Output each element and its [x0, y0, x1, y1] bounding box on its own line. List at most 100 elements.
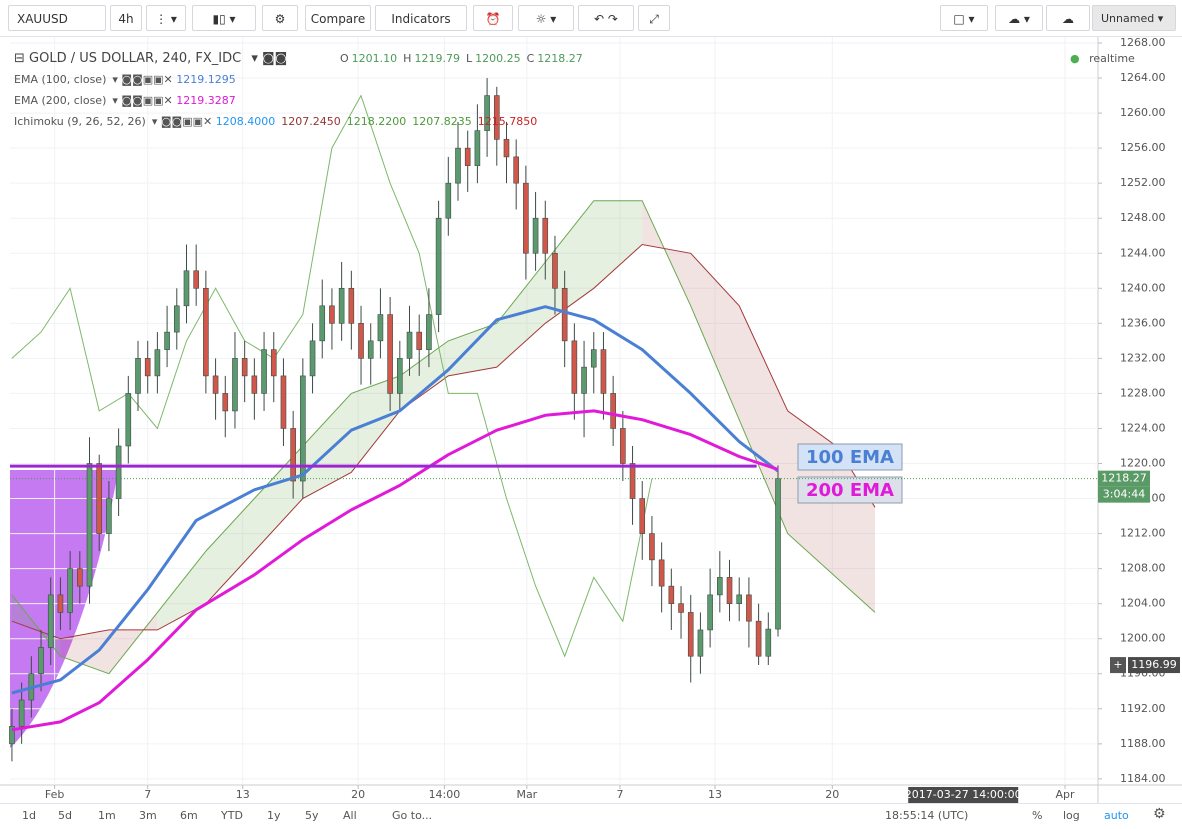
crosshair-plus [1110, 657, 1126, 674]
range-button[interactable]: 3m [139, 809, 157, 822]
crosshair-time-tag [908, 787, 1019, 803]
save[interactable]: ☁ [1046, 5, 1090, 31]
candle-body [464, 147, 471, 166]
candle-body [232, 358, 238, 412]
cloud [545, 200, 594, 324]
candle-body [241, 358, 248, 377]
candle-body [775, 478, 781, 630]
load[interactable]: ☁ ▾ [995, 5, 1043, 31]
candle-body [280, 375, 287, 429]
y-tick-label: 1220.00 [1120, 456, 1166, 469]
compare-button[interactable]: Compare [305, 5, 371, 31]
interval[interactable]: 4h [110, 5, 142, 31]
y-tick-label: 1236.00 [1120, 316, 1166, 329]
undo-redo[interactable]: ↶ ↷ [578, 5, 634, 31]
range-button[interactable]: 5y [305, 809, 319, 822]
candle-body [164, 331, 170, 350]
span-a [11, 200, 876, 675]
ohlc-value: 1201.10 [351, 52, 398, 65]
candle-body [746, 594, 752, 622]
range-button[interactable]: 1y [267, 809, 281, 822]
cloud [60, 629, 109, 674]
candle-body [212, 375, 219, 394]
log-option[interactable]: log [1063, 809, 1080, 822]
candle-body [736, 594, 743, 604]
lagging-span [11, 94, 653, 658]
range-button[interactable]: 1m [98, 809, 116, 822]
candle-body [484, 95, 490, 131]
candle-body [319, 305, 326, 342]
candle-body [581, 366, 587, 394]
x-tick-label: 13 [236, 788, 250, 801]
candle-body [503, 139, 510, 158]
ohlc-label: H [403, 52, 412, 65]
annotation-label: 200 EMA [806, 480, 894, 501]
candle-body [717, 577, 723, 596]
interval-menu[interactable]: ⋮ ▾ [146, 5, 186, 31]
label-box [797, 443, 903, 471]
ohlc-label: C [526, 52, 535, 65]
candle-body [474, 130, 481, 166]
alert[interactable]: ⏰ [473, 5, 513, 31]
ohlc-value: 1218.27 [537, 52, 583, 65]
range-button[interactable]: All [343, 809, 357, 822]
auto-option[interactable]: auto [1104, 809, 1129, 822]
cloud [302, 393, 352, 499]
candle-body [571, 340, 578, 394]
percent-option[interactable]: % [1032, 809, 1043, 822]
candle-body [552, 252, 558, 289]
goto[interactable]: Go to... [392, 809, 433, 822]
candle-body [57, 594, 64, 613]
candle-body [629, 463, 636, 499]
bottom-bar: Go to... 18:55:14 (UTC) % log auto ⚙ 1d 5… [0, 803, 1182, 829]
settings[interactable]: ⚙ [262, 5, 298, 31]
crosshair-price-label: 1196.99 [1131, 658, 1177, 671]
y-tick-label: 1232.00 [1120, 351, 1166, 364]
label-box [797, 476, 903, 504]
candle-body [668, 585, 675, 604]
chart-title: GOLD / US DOLLAR, 240, FX_IDC [29, 51, 242, 66]
ichimoku-legend: Ichimoku (9, 26, 52, 26) ▾ ◙◙▣▣✕ 1208.400… [14, 115, 538, 128]
candle-body [270, 349, 277, 377]
candle-body [455, 147, 461, 184]
y-tick-label: 1192.00 [1120, 702, 1166, 715]
candle-body [678, 603, 684, 613]
ichimoku-name: Ichimoku (9, 26, 52, 26) [14, 115, 146, 128]
settings-gear[interactable]: ⚙ [1153, 806, 1166, 822]
candle-body [183, 270, 190, 307]
indicators-button[interactable]: Indicators [375, 5, 467, 31]
cloud [157, 551, 206, 630]
candle-body [367, 340, 374, 359]
range-button[interactable]: 6m [180, 809, 198, 822]
candle-body [445, 182, 452, 219]
ichimoku-value: 1215.7850 [477, 115, 538, 128]
layout-square[interactable]: □ ▾ [940, 5, 988, 31]
fullscreen[interactable]: ⤢ [638, 5, 670, 31]
legend-main: ⊟ GOLD / US DOLLAR, 240, FX_IDC ▾ ◙◙ [14, 51, 288, 66]
range-button[interactable]: 5d [58, 809, 72, 822]
candle-body [397, 358, 403, 394]
y-tick-label: 1204.00 [1120, 597, 1166, 610]
candle-body [115, 445, 122, 499]
symbol-input[interactable]: XAUUSD [8, 5, 106, 31]
toolbar: XAUUSD 4h ⋮ ▾ ▮▯ ▾ ⚙ Compare Indicators … [0, 0, 1182, 37]
status-text: realtime [1089, 52, 1135, 65]
range-button[interactable]: 1d [22, 809, 36, 822]
candle-body [697, 629, 704, 657]
candle-body [38, 647, 44, 675]
countdown-label: 3:04:44 [1103, 488, 1145, 501]
ideas[interactable]: ☼ ▾ [518, 5, 574, 31]
ichimoku-value: 1208.4000 [215, 115, 276, 128]
layout-name[interactable]: Unnamed ▾ [1092, 5, 1176, 31]
x-tick-label: 7 [616, 788, 623, 801]
ohlc-label: L [465, 52, 473, 65]
candle-body [96, 463, 103, 534]
chart-style[interactable]: ▮▯ ▾ [192, 5, 256, 31]
range-button[interactable]: YTD [221, 809, 243, 822]
cloud [448, 323, 497, 376]
last-price-label: 1218.27 [1101, 472, 1147, 485]
crosshair-time-label: 2017-03-27 14:00:00 [905, 788, 1022, 801]
cloud [351, 375, 400, 473]
candle-body [106, 498, 112, 534]
